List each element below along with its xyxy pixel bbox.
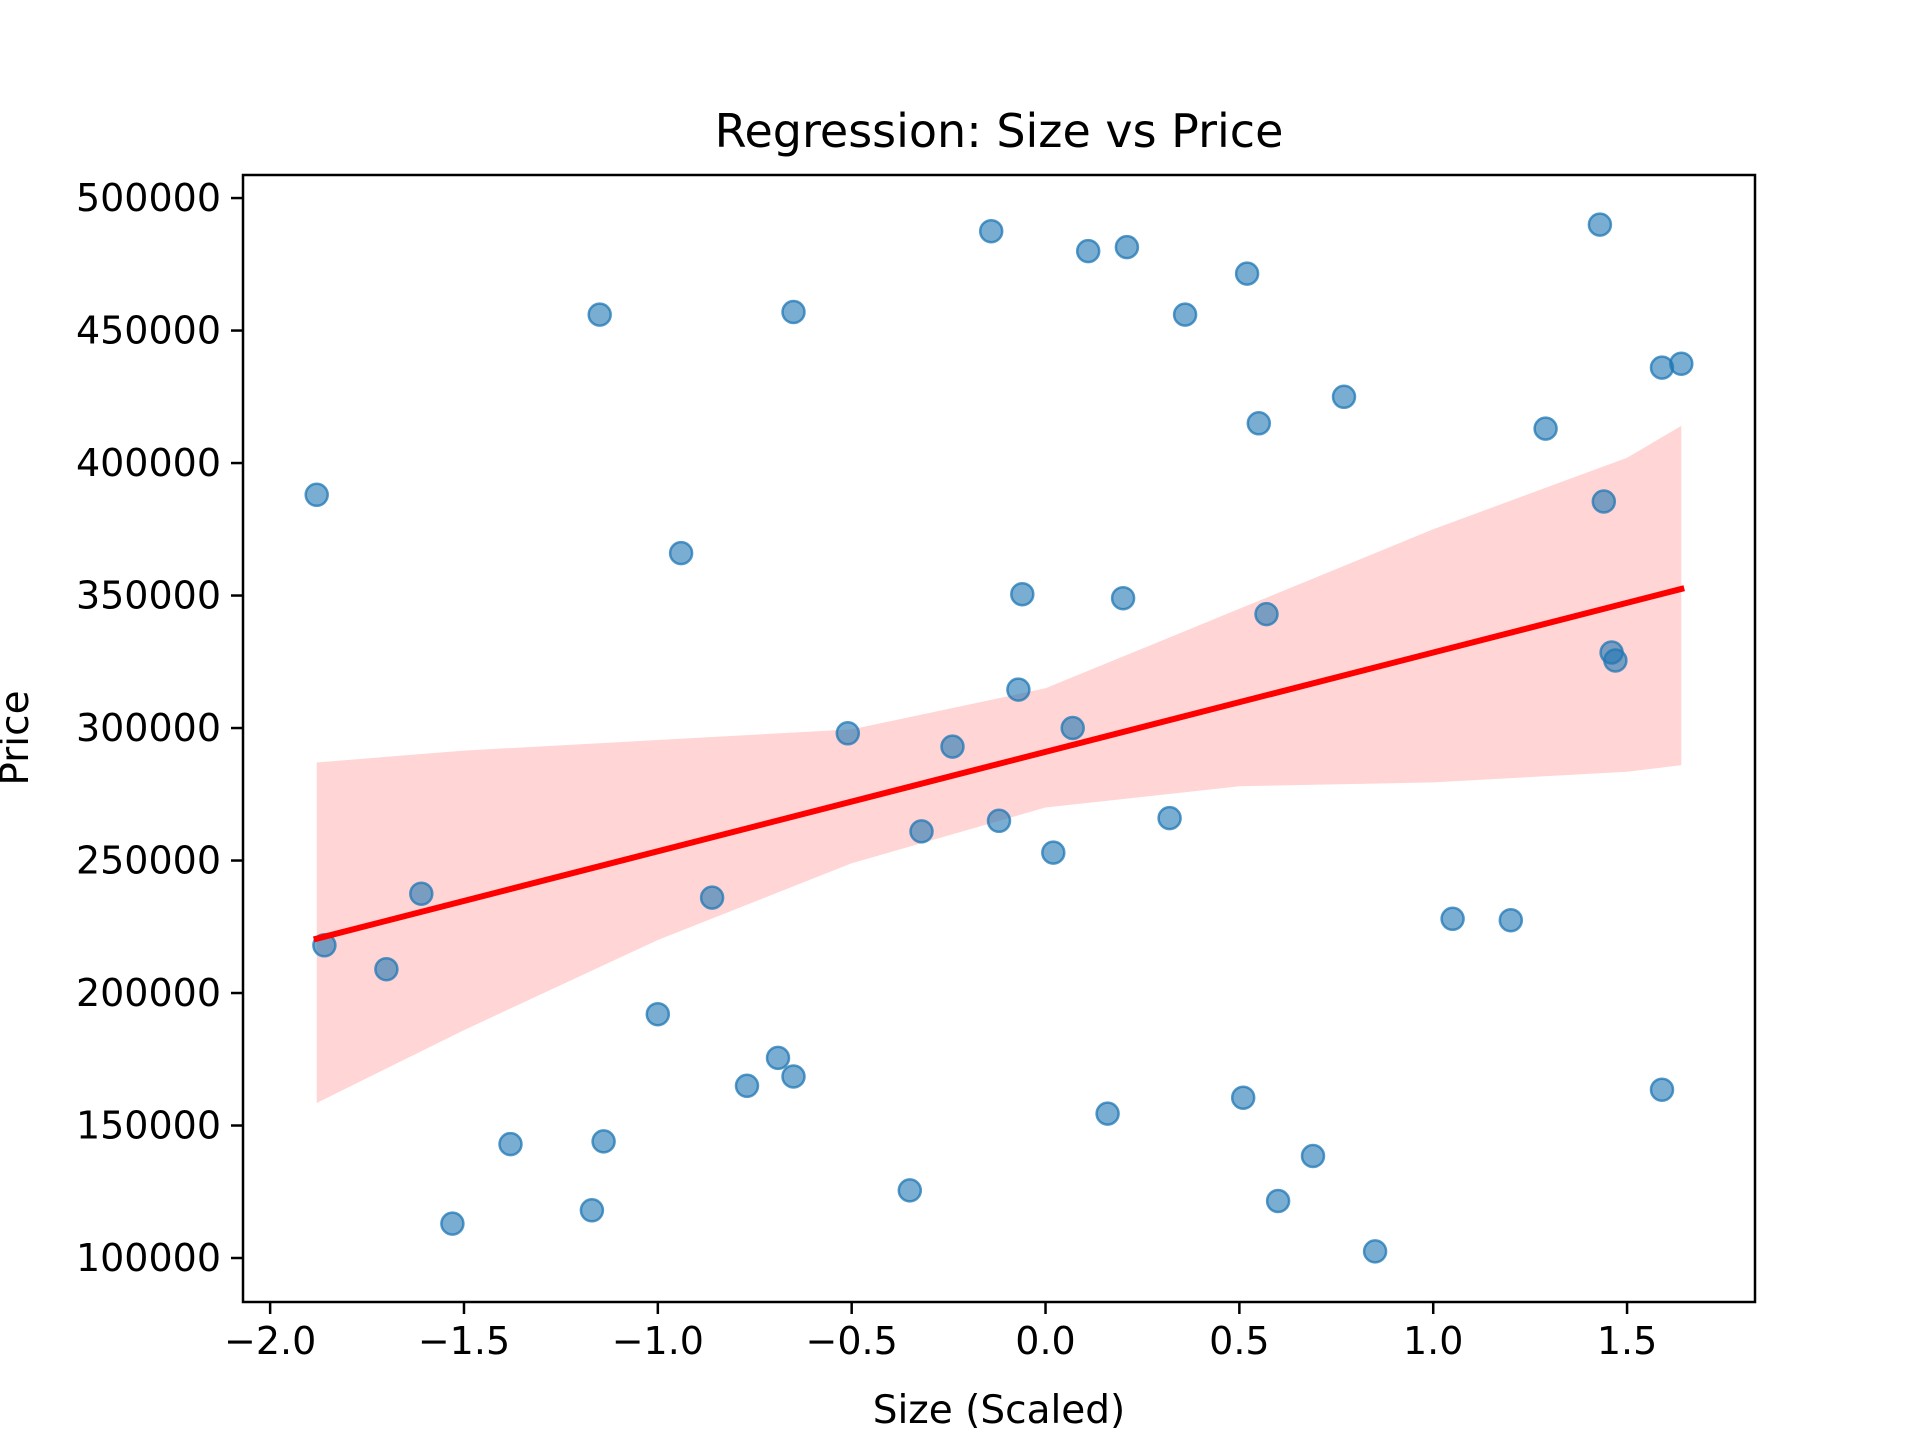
regression-line xyxy=(313,585,1685,943)
scatter-point-21 xyxy=(978,218,1004,244)
scatter-point-44 xyxy=(1587,212,1613,237)
x-tick-label: 1.5 xyxy=(1597,1319,1657,1363)
x-tick-label: 0.0 xyxy=(1015,1319,1075,1363)
scatter-point-27 xyxy=(1075,238,1101,264)
scatter-point-10 xyxy=(645,1001,671,1027)
axes-frame xyxy=(241,173,1757,1304)
scatter-point-6 xyxy=(498,1131,523,1157)
y-tick-label: 350000 xyxy=(76,574,221,618)
y-tick-label: 450000 xyxy=(76,309,221,353)
axis-ticks: −2.0 −1.5 −1.0 −0.5 0.0 0.5 1.0 1.5 100000 150000… xyxy=(76,176,1657,1363)
scatter-point-7 xyxy=(579,1198,605,1223)
scatter-point-5 xyxy=(440,1211,465,1236)
scatter-point-32 xyxy=(1172,302,1198,327)
y-axis-label: Price xyxy=(0,690,38,785)
y-tick-label: 500000 xyxy=(76,176,221,220)
scatter-point-37 xyxy=(1265,1188,1291,1214)
scatter-point-11 xyxy=(668,540,694,566)
x-tick-label: −0.5 xyxy=(806,1319,898,1363)
scatter-point-1 xyxy=(304,482,329,508)
y-tick-label: 200000 xyxy=(76,971,221,1015)
scatter-point-16 xyxy=(781,1064,806,1089)
x-axis-label: Size (Scaled) xyxy=(873,1388,1126,1433)
scatter-point-4 xyxy=(409,881,434,906)
scatter-point-38 xyxy=(1300,1143,1326,1169)
scatter-point-31 xyxy=(1157,805,1182,831)
plot-area xyxy=(304,212,1694,1264)
scatter-point-17 xyxy=(835,721,861,746)
scatter-point-25 xyxy=(1041,840,1066,865)
x-tick-label: −1.5 xyxy=(418,1319,510,1363)
scatter-point-39 xyxy=(1331,384,1357,410)
scatter-point-35 xyxy=(1246,411,1272,436)
scatter-point-24 xyxy=(1010,581,1035,607)
scatter-point-45 xyxy=(1591,489,1617,514)
scatter-point-42 xyxy=(1498,907,1524,933)
scatter-point-19 xyxy=(909,819,934,844)
scatter-point-15 xyxy=(781,299,806,325)
scatter-point-8 xyxy=(587,302,612,327)
scatter-point-28 xyxy=(1095,1101,1120,1126)
scatter-point-3 xyxy=(374,956,399,982)
scatter-point-43 xyxy=(1533,416,1558,441)
scatter-point-49 xyxy=(1649,1077,1675,1102)
scatter-point-40 xyxy=(1362,1239,1388,1264)
y-tick-label: 100000 xyxy=(76,1236,221,1280)
scatter-point-14 xyxy=(765,1045,791,1071)
scatter-point-23 xyxy=(1006,677,1031,702)
scatter-point-36 xyxy=(1254,601,1279,627)
scatter-point-50 xyxy=(1669,351,1694,376)
scatter-point-41 xyxy=(1440,906,1465,932)
x-tick-label: −2.0 xyxy=(224,1319,316,1363)
y-tick-label: 150000 xyxy=(76,1104,221,1148)
y-tick-label: 300000 xyxy=(76,706,221,750)
scatter-point-13 xyxy=(734,1073,760,1099)
y-tick-label: 400000 xyxy=(76,441,221,485)
scatter-point-26 xyxy=(1060,715,1085,741)
scatter-point-47 xyxy=(1603,648,1628,673)
scatter-point-34 xyxy=(1234,261,1260,286)
chart-title: Regression: Size vs Price xyxy=(715,104,1284,158)
scatter-point-20 xyxy=(940,734,965,759)
scatter-point-30 xyxy=(1114,234,1140,260)
scatter-point-33 xyxy=(1230,1085,1256,1110)
scatter-point-12 xyxy=(699,885,725,910)
scatter-point-29 xyxy=(1110,585,1136,611)
x-tick-label: −1.0 xyxy=(612,1319,704,1363)
scatter-point-22 xyxy=(986,808,1012,834)
x-tick-label: 1.0 xyxy=(1403,1319,1463,1363)
scatter-point-18 xyxy=(897,1178,923,1203)
y-tick-label: 250000 xyxy=(76,839,221,883)
scatter-point-9 xyxy=(591,1129,616,1154)
x-tick-label: 0.5 xyxy=(1209,1319,1269,1363)
